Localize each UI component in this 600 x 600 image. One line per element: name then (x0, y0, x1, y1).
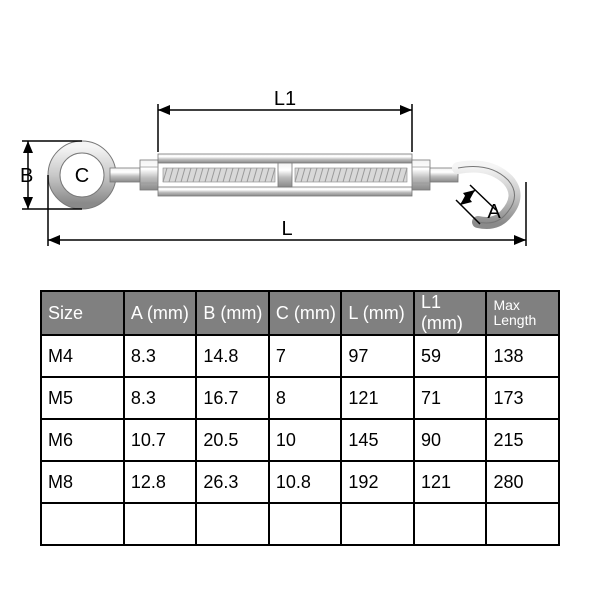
table-cell (196, 503, 269, 545)
table-row: M610.720.51014590215 (41, 419, 559, 461)
table-cell: 138 (486, 335, 559, 377)
table-cell: 26.3 (196, 461, 269, 503)
dim-label-l1: L1 (274, 90, 296, 110)
table-cell (41, 503, 124, 545)
table-cell: 173 (486, 377, 559, 419)
size-table: Size A (mm) B (mm) C (mm) L (mm) L1 (mm)… (40, 290, 560, 546)
table-cell: 145 (341, 419, 414, 461)
table-row: M812.826.310.8192121280 (41, 461, 559, 503)
table-cell: 7 (269, 335, 342, 377)
table-cell: 71 (414, 377, 487, 419)
table-cell: 280 (486, 461, 559, 503)
table-cell: 8.3 (124, 335, 197, 377)
table-cell: 10.8 (269, 461, 342, 503)
table-cell: 90 (414, 419, 487, 461)
table-cell: 97 (341, 335, 414, 377)
table-cell (414, 503, 487, 545)
table-cell: 59 (414, 335, 487, 377)
eye-end (48, 141, 140, 209)
table-cell: 12.8 (124, 461, 197, 503)
table-cell: 121 (341, 377, 414, 419)
col-b: B (mm) (196, 291, 269, 335)
col-a: A (mm) (124, 291, 197, 335)
col-l: L (mm) (341, 291, 414, 335)
turnbuckle-diagram: L1 L B C A (20, 90, 580, 260)
table-cell: M5 (41, 377, 124, 419)
table-cell: 16.7 (196, 377, 269, 419)
table-cell: M6 (41, 419, 124, 461)
col-max: Max Length (486, 291, 559, 335)
col-c: C (mm) (269, 291, 342, 335)
left-nut (140, 160, 158, 190)
dim-label-b: B (20, 165, 33, 187)
table-cell: 10 (269, 419, 342, 461)
table-row: M58.316.7812171173 (41, 377, 559, 419)
dim-label-c: C (75, 165, 89, 187)
table-cell: M4 (41, 335, 124, 377)
table-row: M48.314.879759138 (41, 335, 559, 377)
table-cell (486, 503, 559, 545)
table-cell (341, 503, 414, 545)
dim-label-a: A (487, 201, 501, 223)
col-size: Size (41, 291, 124, 335)
table-cell: 215 (486, 419, 559, 461)
table-cell (269, 503, 342, 545)
table-cell: 20.5 (196, 419, 269, 461)
table-cell: 10.7 (124, 419, 197, 461)
table-cell: 121 (414, 461, 487, 503)
dim-label-l: L (281, 218, 292, 240)
table-row (41, 503, 559, 545)
col-l1: L1 (mm) (414, 291, 487, 335)
table-cell: M8 (41, 461, 124, 503)
right-nut (412, 160, 430, 190)
table-header-row: Size A (mm) B (mm) C (mm) L (mm) L1 (mm)… (41, 291, 559, 335)
table-cell: 8.3 (124, 377, 197, 419)
table-cell: 14.8 (196, 335, 269, 377)
table-cell (124, 503, 197, 545)
table-cell: 192 (341, 461, 414, 503)
table-cell: 8 (269, 377, 342, 419)
turnbuckle-body (158, 154, 412, 196)
